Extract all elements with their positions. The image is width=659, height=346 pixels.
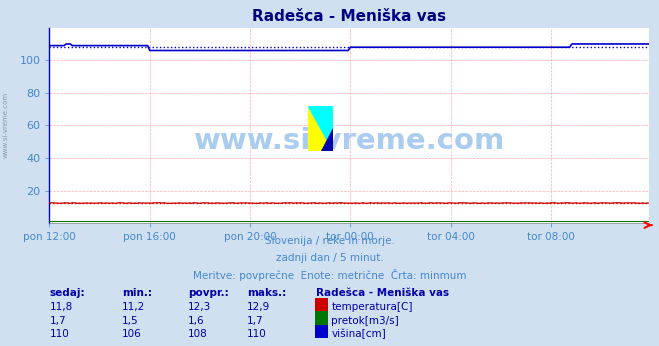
Text: temperatura[C]: temperatura[C]	[331, 302, 413, 312]
Text: min.:: min.:	[122, 288, 152, 298]
Polygon shape	[308, 106, 333, 151]
Text: Meritve: povprečne  Enote: metrične  Črta: minmum: Meritve: povprečne Enote: metrične Črta:…	[192, 268, 467, 281]
Text: maks.:: maks.:	[247, 288, 287, 298]
Text: www.si-vreme.com: www.si-vreme.com	[194, 127, 505, 155]
Text: www.si-vreme.com: www.si-vreme.com	[2, 91, 9, 158]
Text: 1,7: 1,7	[49, 316, 66, 326]
Text: 12,3: 12,3	[188, 302, 211, 312]
Text: sedaj:: sedaj:	[49, 288, 85, 298]
Text: višina[cm]: višina[cm]	[331, 329, 386, 339]
Text: Slovenija / reke in morje.: Slovenija / reke in morje.	[264, 236, 395, 246]
Text: 1,7: 1,7	[247, 316, 264, 326]
Text: 110: 110	[49, 329, 69, 339]
Text: 110: 110	[247, 329, 267, 339]
Text: 1,6: 1,6	[188, 316, 204, 326]
Text: 12,9: 12,9	[247, 302, 270, 312]
Polygon shape	[321, 128, 333, 151]
Title: Radešca - Meniška vas: Radešca - Meniška vas	[252, 9, 446, 24]
Text: 1,5: 1,5	[122, 316, 138, 326]
Text: Radešca - Meniška vas: Radešca - Meniška vas	[316, 288, 449, 298]
Text: 108: 108	[188, 329, 208, 339]
Text: povpr.:: povpr.:	[188, 288, 229, 298]
Text: 106: 106	[122, 329, 142, 339]
Text: zadnji dan / 5 minut.: zadnji dan / 5 minut.	[275, 253, 384, 263]
Text: 11,8: 11,8	[49, 302, 72, 312]
Text: 11,2: 11,2	[122, 302, 145, 312]
Text: pretok[m3/s]: pretok[m3/s]	[331, 316, 399, 326]
Polygon shape	[308, 106, 333, 151]
